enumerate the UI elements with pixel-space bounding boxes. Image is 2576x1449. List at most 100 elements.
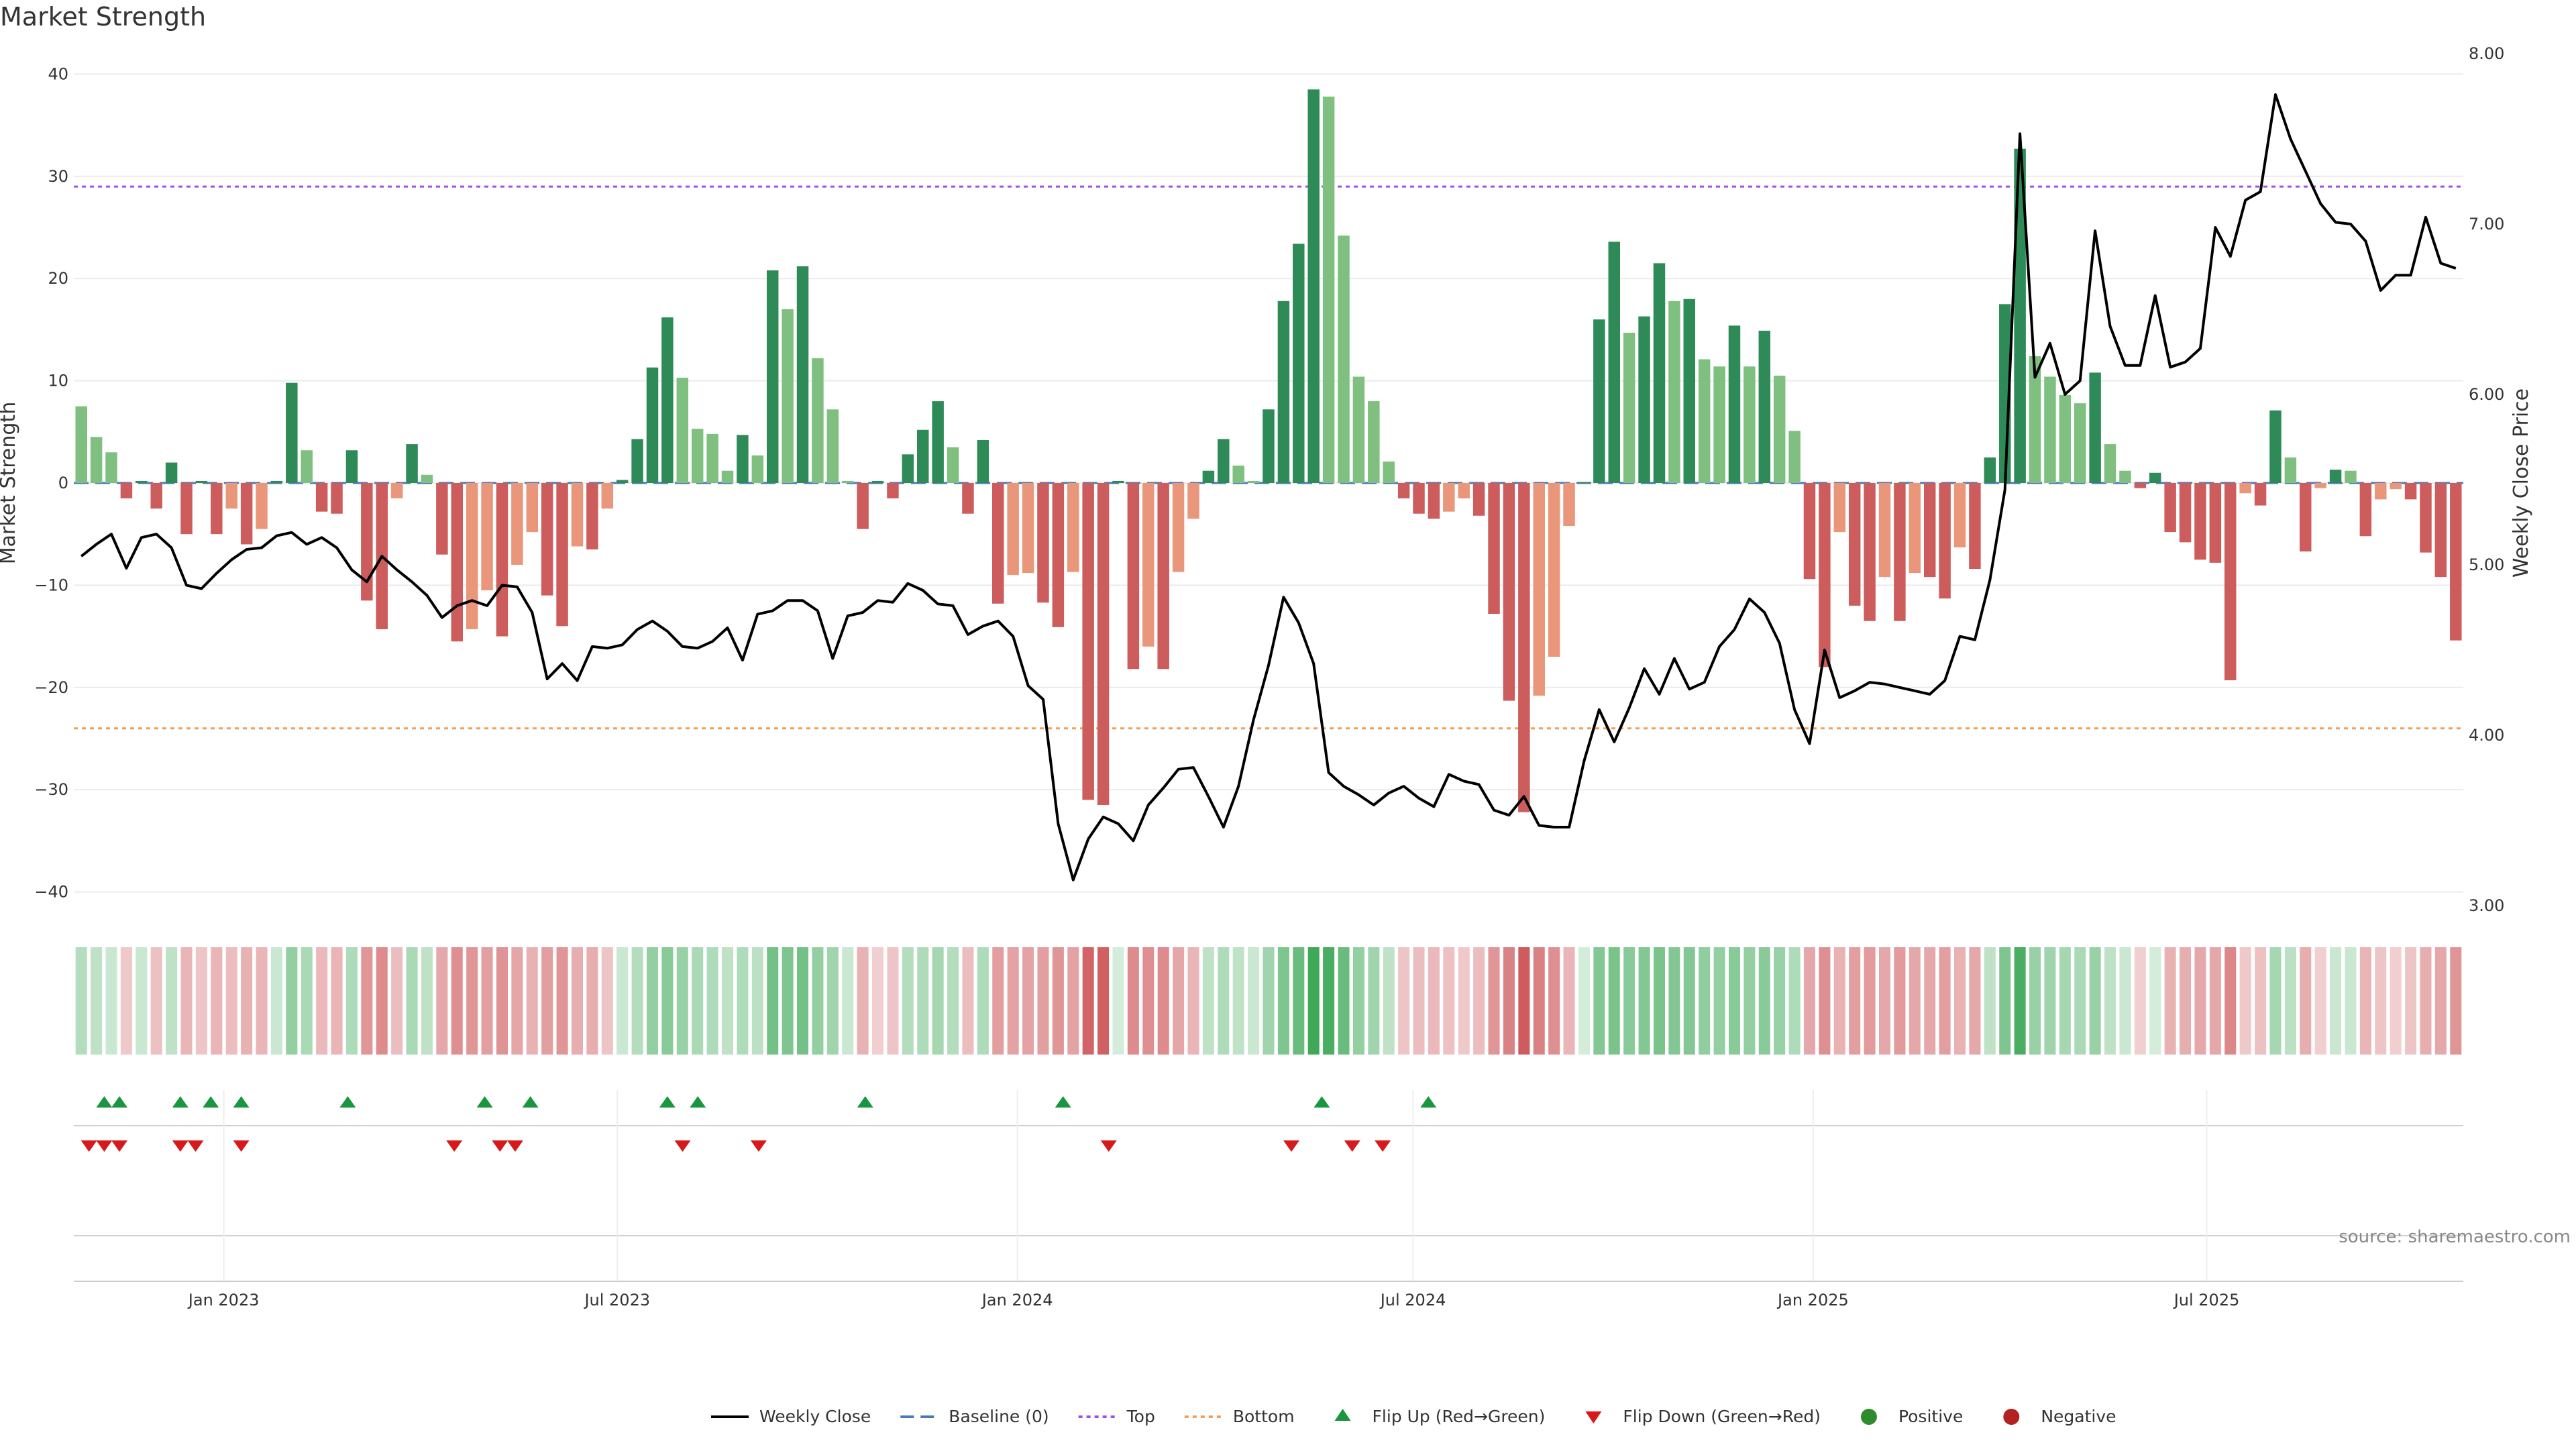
legend-label: Weekly Close xyxy=(759,1407,871,1426)
heat-cell xyxy=(1638,947,1650,1055)
flip-up-marker xyxy=(111,1096,128,1108)
strength-bar xyxy=(737,435,749,483)
y-axis-title: Market Strength xyxy=(0,402,20,564)
flip-up-marker xyxy=(690,1096,706,1108)
flip-up-marker xyxy=(1055,1096,1071,1108)
strength-bar xyxy=(481,483,493,590)
strength-bar xyxy=(2284,457,2297,483)
strength-bar xyxy=(496,483,508,637)
heat-cell xyxy=(1323,947,1335,1055)
flip-down-marker xyxy=(172,1140,189,1152)
y2-tick-label: 7.00 xyxy=(2469,215,2504,233)
strength-bar xyxy=(887,483,899,498)
y2-tick-label: 3.00 xyxy=(2469,896,2504,915)
y-tick-label: −40 xyxy=(34,883,68,902)
heat-cell xyxy=(1277,947,1289,1055)
strength-bar xyxy=(857,483,869,529)
heat-cell xyxy=(721,947,734,1055)
flip-down-marker xyxy=(111,1140,128,1152)
flip-down-marker xyxy=(187,1140,204,1152)
strength-bar xyxy=(1443,483,1455,512)
strength-bar xyxy=(1713,366,1725,483)
strength-bar xyxy=(1788,431,1801,483)
strength-bar xyxy=(1383,462,1395,483)
strength-bar xyxy=(1698,359,1711,483)
strength-bar xyxy=(1488,483,1500,614)
heat-cell xyxy=(481,947,493,1055)
heat-cell xyxy=(316,947,328,1055)
strength-bar xyxy=(1352,376,1365,483)
x-tick-label: Jan 2024 xyxy=(981,1291,1053,1309)
heat-cell xyxy=(1052,947,1064,1055)
heat-cell xyxy=(166,947,178,1055)
heat-cell xyxy=(1849,947,1861,1055)
heat-cell xyxy=(857,947,869,1055)
heat-cell xyxy=(1488,947,1500,1055)
strength-bar xyxy=(1112,480,1124,483)
strength-bar xyxy=(1909,483,1921,574)
heat-cell xyxy=(270,947,282,1055)
strength-bar xyxy=(406,444,418,483)
heat-cell xyxy=(1503,947,1515,1055)
strength-bar xyxy=(150,483,162,509)
strength-bar xyxy=(1518,483,1530,812)
heat-cell xyxy=(616,947,629,1055)
heat-cell xyxy=(1187,947,1199,1055)
strength-bar xyxy=(571,483,584,547)
strength-bar xyxy=(1097,483,1110,805)
heat-cell xyxy=(1473,947,1485,1055)
strength-bar xyxy=(526,483,539,533)
strength-bar xyxy=(1277,301,1290,483)
heat-cell xyxy=(872,947,884,1055)
strength-bar xyxy=(361,483,373,601)
strength-bar xyxy=(1503,483,1515,701)
strength-bar xyxy=(616,480,629,483)
strength-bar xyxy=(2300,483,2312,552)
strength-bar xyxy=(661,317,674,483)
strength-bar xyxy=(1232,466,1244,483)
strength-bar xyxy=(631,439,643,483)
strength-bar xyxy=(2420,483,2432,553)
heat-cell xyxy=(180,947,193,1055)
heat-cell xyxy=(2119,947,2131,1055)
strength-bar xyxy=(2254,483,2267,506)
strength-bar xyxy=(195,480,208,483)
strength-bar xyxy=(2450,483,2462,641)
legend-label: Baseline (0) xyxy=(949,1407,1049,1426)
strength-bar xyxy=(1052,483,1065,627)
strength-bar xyxy=(2164,483,2176,533)
strength-bar xyxy=(1969,483,1981,569)
heat-cell xyxy=(2345,947,2357,1055)
strength-bar xyxy=(796,266,809,483)
flip-up-marker xyxy=(659,1096,676,1108)
flip-up-marker xyxy=(1420,1096,1437,1108)
strength-bar xyxy=(2104,444,2116,483)
y-tick-label: −20 xyxy=(34,678,68,697)
heat-cell xyxy=(1082,947,1094,1055)
strength-bar xyxy=(1428,483,1440,519)
flip-down-marker xyxy=(80,1140,97,1152)
heat-cell xyxy=(1668,947,1680,1055)
heat-cell xyxy=(586,947,598,1055)
heat-cell xyxy=(361,947,373,1055)
heat-cell xyxy=(1984,947,1996,1055)
heat-cell xyxy=(947,947,959,1055)
strength-bar xyxy=(240,483,253,545)
legend-label: Flip Up (Red→Green) xyxy=(1373,1407,1546,1426)
heat-cell xyxy=(1157,947,1169,1055)
strength-bar xyxy=(1548,483,1560,657)
x-tick-label: Jul 2023 xyxy=(583,1291,650,1309)
heat-cell xyxy=(1307,947,1320,1055)
heat-cell xyxy=(751,947,763,1055)
strength-bar xyxy=(992,483,1004,604)
heat-cell xyxy=(1788,947,1801,1055)
heat-cell xyxy=(962,947,974,1055)
strength-bar xyxy=(451,483,464,642)
source-note: source: sharemaestro.com xyxy=(2339,1227,2571,1247)
legend-swatch xyxy=(1585,1411,1602,1424)
heat-cell xyxy=(1864,947,1876,1055)
strength-heat-strip xyxy=(75,947,2462,1055)
flip-up-marker xyxy=(476,1096,493,1108)
strength-bar xyxy=(1593,319,1605,483)
